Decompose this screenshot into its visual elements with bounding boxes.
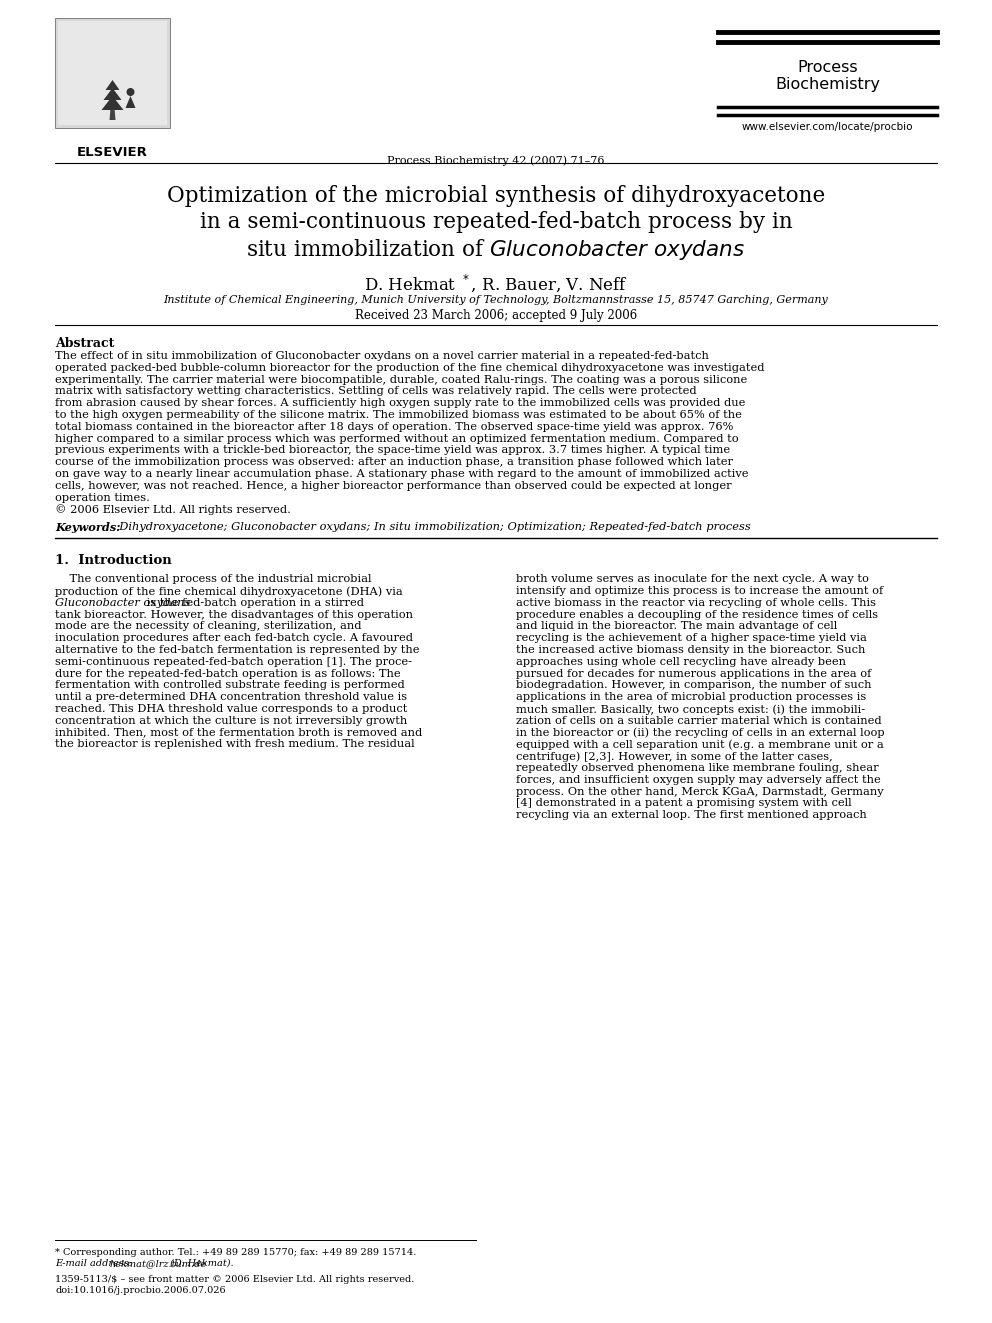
Text: D. Hekmat $^*$, R. Bauer, V. Neff: D. Hekmat $^*$, R. Bauer, V. Neff: [364, 273, 628, 295]
Text: active biomass in the reactor via recycling of whole cells. This: active biomass in the reactor via recycl…: [516, 598, 876, 607]
Text: operation times.: operation times.: [55, 492, 150, 503]
Text: in a semi-continuous repeated-fed-batch process by in: in a semi-continuous repeated-fed-batch …: [199, 210, 793, 233]
Text: biodegradation. However, in comparison, the number of such: biodegradation. However, in comparison, …: [516, 680, 872, 691]
Text: the bioreactor is replenished with fresh medium. The residual: the bioreactor is replenished with fresh…: [55, 740, 415, 749]
Text: pursued for decades for numerous applications in the area of: pursued for decades for numerous applica…: [516, 668, 871, 679]
Text: cells, however, was not reached. Hence, a higher bioreactor performance than obs: cells, however, was not reached. Hence, …: [55, 480, 732, 491]
Polygon shape: [109, 108, 115, 120]
Text: 1359-5113/$ – see front matter © 2006 Elsevier Ltd. All rights reserved.: 1359-5113/$ – see front matter © 2006 El…: [55, 1275, 415, 1285]
Text: experimentally. The carrier material were biocompatible, durable, coated Ralu-ri: experimentally. The carrier material wer…: [55, 374, 747, 385]
Text: repeatedly observed phenomena like membrane fouling, shear: repeatedly observed phenomena like membr…: [516, 763, 879, 773]
Text: to the high oxygen permeability of the silicone matrix. The immobilized biomass : to the high oxygen permeability of the s…: [55, 410, 742, 419]
Text: Gluconobacter oxydans: Gluconobacter oxydans: [55, 598, 190, 607]
Text: until a pre-determined DHA concentration threshold value is: until a pre-determined DHA concentration…: [55, 692, 407, 703]
Text: hekmat@lrz.tum.de: hekmat@lrz.tum.de: [109, 1259, 206, 1267]
Polygon shape: [126, 97, 136, 108]
Text: equipped with a cell separation unit (e.g. a membrane unit or a: equipped with a cell separation unit (e.…: [516, 740, 884, 750]
Text: much smaller. Basically, two concepts exist: (i) the immobili-: much smaller. Basically, two concepts ex…: [516, 704, 865, 714]
Text: applications in the area of microbial production processes is: applications in the area of microbial pr…: [516, 692, 866, 703]
Text: Abstract: Abstract: [55, 337, 114, 351]
Text: procedure enables a decoupling of the residence times of cells: procedure enables a decoupling of the re…: [516, 610, 878, 619]
Polygon shape: [105, 79, 119, 90]
Text: is the fed-batch operation in a stirred: is the fed-batch operation in a stirred: [143, 598, 364, 607]
Bar: [55, 19, 170, 128]
Text: (D. Hekmat).: (D. Hekmat).: [168, 1259, 234, 1267]
Text: process. On the other hand, Merck KGaA, Darmstadt, Germany: process. On the other hand, Merck KGaA, …: [516, 787, 884, 796]
Text: on gave way to a nearly linear accumulation phase. A stationary phase with regar: on gave way to a nearly linear accumulat…: [55, 468, 749, 479]
Text: © 2006 Elsevier Ltd. All rights reserved.: © 2006 Elsevier Ltd. All rights reserved…: [55, 504, 291, 515]
Text: alternative to the fed-batch fermentation is represented by the: alternative to the fed-batch fermentatio…: [55, 646, 420, 655]
Text: and liquid in the bioreactor. The main advantage of cell: and liquid in the bioreactor. The main a…: [516, 622, 837, 631]
Text: tank bioreactor. However, the disadvantages of this operation: tank bioreactor. However, the disadvanta…: [55, 610, 413, 619]
Text: The effect of in situ immobilization of Gluconobacter oxydans on a novel carrier: The effect of in situ immobilization of …: [55, 351, 709, 361]
Text: fermentation with controlled substrate feeding is performed: fermentation with controlled substrate f…: [55, 680, 405, 691]
Text: [4] demonstrated in a patent a promising system with cell: [4] demonstrated in a patent a promising…: [516, 798, 851, 808]
Text: Institute of Chemical Engineering, Munich University of Technology, Boltzmannstr: Institute of Chemical Engineering, Munic…: [164, 295, 828, 306]
Text: inoculation procedures after each fed-batch cycle. A favoured: inoculation procedures after each fed-ba…: [55, 634, 413, 643]
Polygon shape: [103, 89, 121, 101]
Text: recycling is the achievement of a higher space-time yield via: recycling is the achievement of a higher…: [516, 634, 867, 643]
Text: The conventional process of the industrial microbial: The conventional process of the industri…: [55, 574, 371, 585]
Text: Keywords:: Keywords:: [55, 523, 120, 533]
Text: centrifuge) [2,3]. However, in some of the latter cases,: centrifuge) [2,3]. However, in some of t…: [516, 751, 832, 762]
Text: 1.  Introduction: 1. Introduction: [55, 554, 172, 568]
Text: previous experiments with a trickle-bed bioreactor, the space-time yield was app: previous experiments with a trickle-bed …: [55, 446, 730, 455]
Polygon shape: [101, 97, 123, 110]
Text: the increased active biomass density in the bioreactor. Such: the increased active biomass density in …: [516, 646, 865, 655]
Text: from abrasion caused by shear forces. A sufficiently high oxygen supply rate to : from abrasion caused by shear forces. A …: [55, 398, 745, 409]
Text: concentration at which the culture is not irreversibly growth: concentration at which the culture is no…: [55, 716, 408, 726]
Text: Received 23 March 2006; accepted 9 July 2006: Received 23 March 2006; accepted 9 July …: [355, 310, 637, 321]
Text: total biomass contained in the bioreactor after 18 days of operation. The observ: total biomass contained in the bioreacto…: [55, 422, 733, 431]
Text: Dihydroxyacetone; Gluconobacter oxydans; In situ immobilization; Optimization; R: Dihydroxyacetone; Gluconobacter oxydans;…: [112, 523, 751, 532]
Text: www.elsevier.com/locate/procbio: www.elsevier.com/locate/procbio: [742, 122, 914, 132]
Text: higher compared to a similar process which was performed without an optimized fe: higher compared to a similar process whi…: [55, 434, 739, 443]
Bar: [58, 21, 167, 124]
Text: recycling via an external loop. The first mentioned approach: recycling via an external loop. The firs…: [516, 810, 867, 820]
Text: Optimization of the microbial synthesis of dihydroxyacetone: Optimization of the microbial synthesis …: [167, 185, 825, 206]
Text: matrix with satisfactory wetting characteristics. Settling of cells was relative: matrix with satisfactory wetting charact…: [55, 386, 696, 397]
Text: zation of cells on a suitable carrier material which is contained: zation of cells on a suitable carrier ma…: [516, 716, 882, 726]
Text: dure for the repeated-fed-batch operation is as follows: The: dure for the repeated-fed-batch operatio…: [55, 668, 401, 679]
Text: Biochemistry: Biochemistry: [775, 77, 880, 93]
Text: reached. This DHA threshold value corresponds to a product: reached. This DHA threshold value corres…: [55, 704, 408, 714]
Text: forces, and insufficient oxygen supply may adversely affect the: forces, and insufficient oxygen supply m…: [516, 775, 881, 785]
Circle shape: [127, 89, 135, 97]
Text: production of the fine chemical dihydroxyacetone (DHA) via: production of the fine chemical dihydrox…: [55, 586, 403, 597]
Text: Process: Process: [798, 60, 858, 75]
Text: doi:10.1016/j.procbio.2006.07.026: doi:10.1016/j.procbio.2006.07.026: [55, 1286, 225, 1295]
Text: situ immobilization of $\mathit{Gluconobacter\ oxydans}$: situ immobilization of $\mathit{Gluconob…: [246, 237, 746, 262]
Text: * Corresponding author. Tel.: +49 89 289 15770; fax: +49 89 289 15714.: * Corresponding author. Tel.: +49 89 289…: [55, 1248, 417, 1257]
Text: mode are the necessity of cleaning, sterilization, and: mode are the necessity of cleaning, ster…: [55, 622, 361, 631]
Text: Process Biochemistry 42 (2007) 71–76: Process Biochemistry 42 (2007) 71–76: [387, 155, 605, 165]
Text: semi-continuous repeated-fed-batch operation [1]. The proce-: semi-continuous repeated-fed-batch opera…: [55, 656, 412, 667]
Text: inhibited. Then, most of the fermentation broth is removed and: inhibited. Then, most of the fermentatio…: [55, 728, 423, 738]
Text: E-mail address:: E-mail address:: [55, 1259, 135, 1267]
Text: course of the immobilization process was observed: after an induction phase, a t: course of the immobilization process was…: [55, 458, 733, 467]
Text: broth volume serves as inoculate for the next cycle. A way to: broth volume serves as inoculate for the…: [516, 574, 869, 585]
Text: ELSEVIER: ELSEVIER: [77, 146, 148, 159]
Text: intensify and optimize this process is to increase the amount of: intensify and optimize this process is t…: [516, 586, 883, 595]
Text: in the bioreactor or (ii) the recycling of cells in an external loop: in the bioreactor or (ii) the recycling …: [516, 728, 885, 738]
Text: operated packed-bed bubble-column bioreactor for the production of the fine chem: operated packed-bed bubble-column biorea…: [55, 363, 765, 373]
Text: approaches using whole cell recycling have already been: approaches using whole cell recycling ha…: [516, 656, 846, 667]
